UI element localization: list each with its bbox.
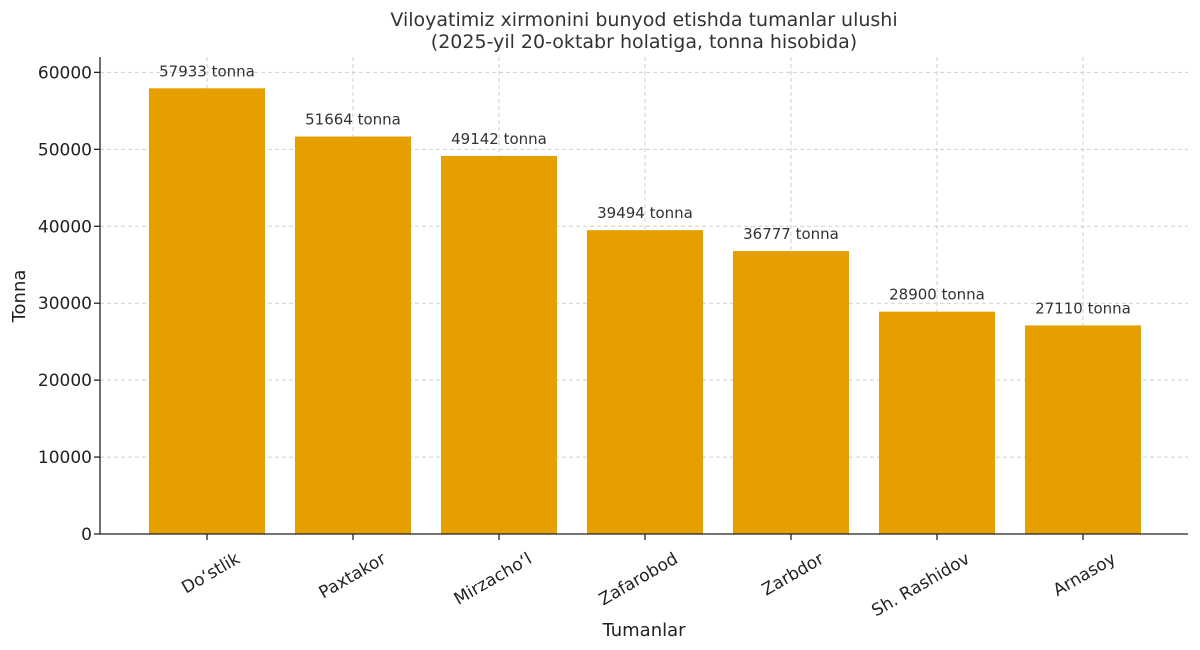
- y-tick-label: 10000: [38, 448, 92, 468]
- y-tick-label: 20000: [38, 371, 92, 391]
- data-label: 49142 tonna: [451, 130, 547, 148]
- y-tick-label: 40000: [38, 217, 92, 237]
- data-label: 57933 tonna: [159, 62, 255, 80]
- x-tick-labels: Do‘stlik Paxtakor Mirzacho‘l Zafarobod Zarbd…: [178, 534, 1120, 621]
- x-tick-label: Arnasoy: [1050, 549, 1120, 601]
- y-axis-title: Tonna: [9, 270, 30, 324]
- y-tick-label: 0: [81, 525, 92, 545]
- x-axis-title: Tumanlar: [601, 620, 686, 641]
- x-tick-label: Zarbdor: [759, 549, 828, 600]
- y-tick-label: 50000: [38, 140, 92, 160]
- y-tick-label: 60000: [38, 63, 92, 83]
- axes: [99, 57, 1188, 535]
- x-tick-label: Mirzacho‘l: [451, 549, 536, 610]
- x-tick-label: Sh. Rashidov: [868, 549, 973, 621]
- bar: [733, 251, 849, 534]
- x-tick-label: Zafarobod: [596, 549, 682, 610]
- x-tick-label: Paxtakor: [316, 549, 390, 603]
- data-label: 28900 tonna: [889, 286, 985, 304]
- data-labels: 57933 tonna 51664 tonna 49142 tonna 39494 t…: [159, 62, 1131, 317]
- bar: [1025, 325, 1141, 534]
- bar: [295, 136, 411, 535]
- chart-title-line1: Viloyatimiz xirmonini bunyod etishda tum…: [390, 9, 897, 31]
- chart-title-line2: (2025-yil 20-oktabr holatiga, tonna hiso…: [431, 31, 857, 53]
- bar: [441, 155, 557, 534]
- data-label: 36777 tonna: [743, 225, 839, 243]
- bars: [149, 88, 1141, 535]
- data-label: 39494 tonna: [597, 204, 693, 222]
- data-label: 51664 tonna: [305, 111, 401, 129]
- y-tick-labels: 0 10000 20000 30000 40000 50000 60000: [38, 63, 100, 545]
- y-tick-label: 30000: [38, 294, 92, 314]
- bar: [149, 88, 265, 534]
- x-tick-label: Do‘stlik: [178, 549, 243, 598]
- bar: [587, 230, 703, 534]
- bar: [879, 311, 995, 534]
- data-label: 27110 tonna: [1035, 299, 1131, 317]
